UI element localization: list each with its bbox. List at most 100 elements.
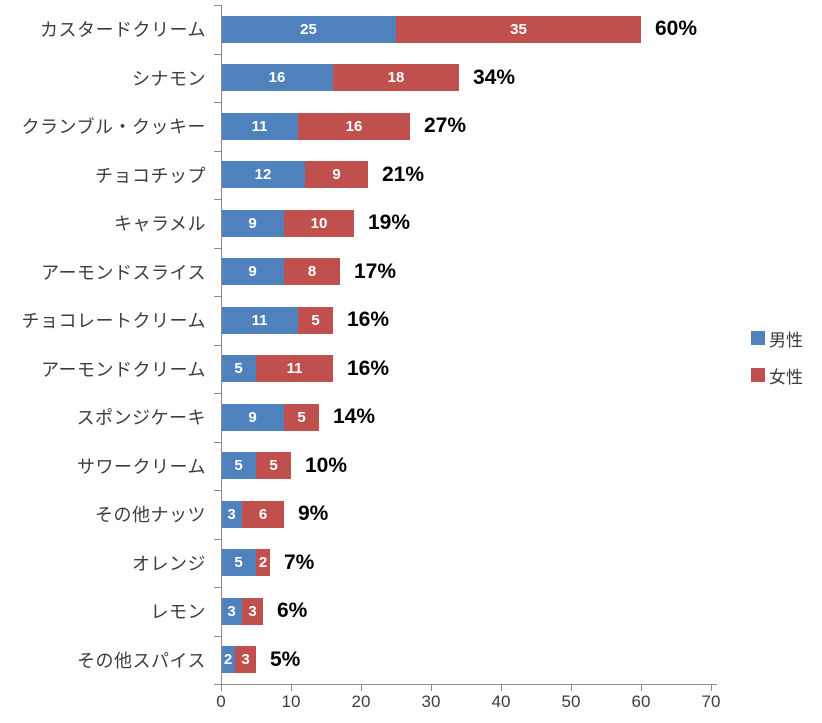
chart-row: カスタードクリーム 25 35 60% [0,5,822,54]
segment-value: 16 [268,69,286,87]
segment-value: 6 [258,505,268,523]
female-legend-swatch-icon [751,368,765,382]
segment-value: 5 [234,360,243,378]
bar-segment-male: 9 [221,258,284,286]
segment-value: 12 [254,166,272,184]
legend-item-female: 女性 [751,366,803,387]
category-label: その他スパイス [77,650,206,671]
bar-segment-male: 25 [221,15,396,43]
x-axis-tick [361,684,362,691]
chart-row: その他スパイス 2 3 5% [0,636,822,685]
total-label: 16% [347,356,390,380]
category-label: アーモンドクリーム [41,359,206,380]
y-axis-tick [214,441,222,443]
y-axis-tick [214,393,222,394]
y-axis-tick [214,344,222,346]
category-label: レモン [150,602,206,623]
y-axis-tick [214,296,222,297]
x-axis-tick-label: 20 [351,692,371,711]
chart-row: シナモン 16 18 34% [0,54,822,103]
x-axis-tick [641,684,642,691]
bar-segment-male: 12 [221,161,305,189]
chart-row: チョコレートクリーム 11 5 16% [0,296,822,345]
segment-value: 3 [227,602,236,620]
bar-segment-male: 2 [221,646,235,674]
x-axis-tick-label: 40 [491,692,511,711]
x-axis-line [214,684,717,691]
total-label: 5% [270,647,301,671]
legend-item-male: 男性 [751,329,803,350]
chart-row: クランブル・クッキー 11 16 27% [0,102,822,151]
x-axis-tick [291,684,292,691]
bar-segment-male: 5 [221,549,256,577]
segment-value: 5 [311,311,320,329]
bar-segment-male: 16 [221,64,333,92]
chart-rows: カスタードクリーム 25 35 60% シナモン 16 18 34% クランブル・クッキー 11 1… [0,5,822,684]
bar-segment-female: 5 [256,452,291,480]
chart-row: その他ナッツ 3 6 9% [0,490,822,539]
total-label: 17% [354,259,397,283]
x-axis-tick [221,684,222,691]
segment-value: 11 [251,311,268,329]
category-label: シナモン [132,68,206,89]
category-label: クランブル・クッキー [21,117,206,138]
bar-segment-male: 3 [221,597,242,625]
total-label: 6% [277,599,308,623]
bar-segment-male: 3 [221,500,242,528]
legend-label-male: 男性 [769,330,803,350]
category-label: カスタードクリーム [40,20,206,41]
segment-value: 8 [307,263,317,281]
bar-segment-female: 6 [242,500,284,528]
x-axis-tick [431,684,432,691]
segment-value: 18 [387,69,405,87]
segment-value: 9 [248,263,257,281]
x-axis-tick-label: 0 [216,692,226,711]
bar-segment-female: 11 [256,355,333,383]
total-label: 60% [655,17,698,41]
segment-value: 9 [332,166,341,184]
category-label: チョコチップ [95,165,206,186]
total-label: 9% [298,502,329,526]
segment-value: 5 [234,554,243,572]
chart-row: レモン 3 3 6% [0,587,822,636]
total-label: 19% [368,211,411,235]
chart-row: オレンジ 5 2 7% [0,539,822,588]
total-label: 16% [347,308,390,332]
bar-segment-female: 8 [284,258,340,286]
segment-value: 3 [248,602,257,620]
chart-row: アーモンドクリーム 5 11 16% [0,345,822,394]
category-label: サワークリーム [77,456,206,477]
y-axis-line [214,5,222,685]
chart-row: スポンジケーキ 9 5 14% [0,393,822,442]
category-label: スポンジケーキ [76,408,206,429]
legend: 男性 女性 [751,329,803,403]
x-axis-tick-label: 70 [701,692,721,711]
y-axis-tick [214,199,222,200]
chart-row: チョコチップ 12 9 21% [0,151,822,200]
y-axis-tick [214,490,222,491]
bar-segment-female: 5 [298,306,333,334]
category-label: オレンジ [132,553,206,574]
bar-segment-female: 16 [298,112,410,140]
total-label: 34% [473,65,516,89]
total-label: 21% [382,162,425,186]
total-label: 10% [305,453,348,477]
y-axis-tick [214,635,222,637]
bar-segment-female: 3 [242,597,263,625]
bar-segment-female: 35 [396,15,641,43]
x-axis-tick [711,684,712,691]
segment-value: 2 [223,651,233,669]
x-axis-tick-label: 30 [421,692,441,711]
y-axis-tick [214,538,222,540]
x-axis-tick-label: 10 [281,692,301,711]
segment-value: 9 [248,214,257,232]
legend-label-female: 女性 [769,367,803,387]
category-label: チョコレートクリーム [21,311,206,332]
bar-segment-male: 11 [221,306,298,334]
x-axis-tick [501,684,502,691]
segment-value: 11 [286,360,303,378]
segment-value: 16 [345,117,363,135]
total-label: 27% [424,114,467,138]
segment-value: 5 [297,408,306,426]
segment-value: 5 [234,457,243,475]
